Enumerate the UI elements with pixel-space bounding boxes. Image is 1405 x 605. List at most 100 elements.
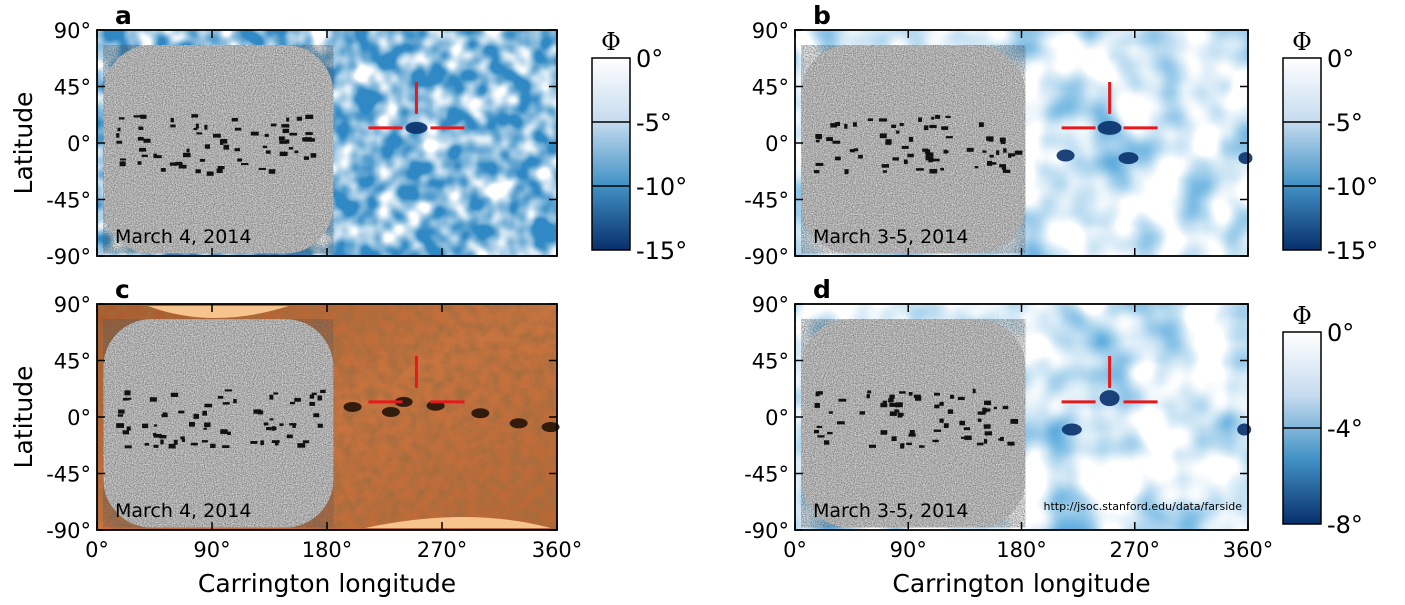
magnetogram-spot xyxy=(914,396,922,401)
colorbar-tick-label: 0° xyxy=(1327,319,1354,347)
magnetogram-spot xyxy=(149,397,157,402)
magnetogram-spot xyxy=(896,130,900,134)
farside-signal-2 xyxy=(1237,423,1252,436)
magnetogram-spot xyxy=(977,418,982,422)
magnetogram-spot xyxy=(126,426,131,431)
magnetogram-spot xyxy=(118,409,125,414)
magnetogram-spot xyxy=(925,152,934,157)
magnetogram-spot xyxy=(133,115,141,118)
magnetogram-spot xyxy=(289,401,295,405)
magnetogram-spot xyxy=(294,397,301,402)
magnetogram-spot xyxy=(1008,153,1012,158)
magnetogram-spot xyxy=(216,168,223,174)
x-tick-label: 270° xyxy=(1109,538,1160,562)
magnetogram-spot xyxy=(996,150,1000,155)
magnetogram-spot xyxy=(836,421,845,425)
magnetogram-spot xyxy=(880,430,888,435)
magnetogram-spot xyxy=(830,123,838,128)
magnetogram-spot xyxy=(983,424,991,429)
magnetogram-spot xyxy=(193,127,198,131)
magnetogram-spot xyxy=(159,434,167,439)
magnetogram-spot xyxy=(908,392,913,396)
magnetogram-spot xyxy=(931,116,935,120)
magnetogram-spot xyxy=(253,409,262,414)
magnetogram-spot xyxy=(885,140,892,145)
magnetogram-spot xyxy=(892,157,899,161)
magnetogram-spot xyxy=(880,403,888,408)
magnetogram-spot xyxy=(891,436,897,442)
magnetogram-spot xyxy=(269,394,274,400)
magnetogram-spot xyxy=(266,427,272,431)
magnetogram-spot xyxy=(859,411,865,415)
magnetogram-spot xyxy=(153,444,159,448)
magnetogram-spot xyxy=(317,395,323,401)
magnetogram-spot xyxy=(119,158,127,161)
magnetogram-spot xyxy=(237,158,243,162)
magnetogram-spot xyxy=(178,164,187,169)
magnetogram-spot xyxy=(268,169,276,174)
magnetogram-spot xyxy=(220,138,228,144)
magnetogram-spot xyxy=(309,138,315,142)
magnetogram-spot xyxy=(250,131,259,136)
magnetogram-spot xyxy=(816,425,823,429)
magnetogram-spot xyxy=(826,137,833,142)
magnetogram-spot xyxy=(814,402,820,408)
magnetogram-spot xyxy=(285,139,290,144)
colorbar-tick-label: -8° xyxy=(1327,511,1363,539)
magnetogram-spot xyxy=(117,127,121,132)
magnetogram-spot xyxy=(222,445,230,449)
magnetogram-spot xyxy=(919,445,925,448)
magnetogram-spot xyxy=(923,125,929,131)
magnetogram-spot xyxy=(899,123,904,126)
magnetogram-spot xyxy=(878,118,887,122)
magnetogram-spot xyxy=(945,150,949,154)
magnetogram-spot xyxy=(118,117,125,120)
magnetogram-spot xyxy=(143,138,151,143)
magnetogram-spot xyxy=(957,396,965,401)
magnetogram-spot xyxy=(264,133,269,137)
magnetogram-spot xyxy=(294,150,299,154)
colorbar-title: Φ xyxy=(601,28,621,56)
magnetogram-spot xyxy=(175,161,183,166)
colorbar xyxy=(1282,57,1322,251)
magnetogram-spot xyxy=(976,442,984,446)
date-label: March 3-5, 2014 xyxy=(813,226,968,248)
x-tick-label: 360° xyxy=(1223,538,1274,562)
magnetogram-spot xyxy=(879,133,887,139)
magnetogram-spot xyxy=(907,153,914,158)
magnetogram-spot xyxy=(984,400,992,406)
magnetogram-spot xyxy=(124,445,132,449)
magnetogram-spot xyxy=(160,167,166,172)
magnetogram-spot xyxy=(898,412,904,417)
y-tick-label: -90° xyxy=(744,519,789,543)
colorbar-tick-label: -5° xyxy=(636,109,672,137)
magnetogram-spot xyxy=(223,144,230,150)
y-tick-label: -90° xyxy=(46,245,91,269)
active-region-5 xyxy=(509,418,528,429)
magnetogram-spot xyxy=(1009,153,1016,157)
magnetogram-spot xyxy=(258,167,266,170)
magnetogram-spot xyxy=(894,409,899,412)
magnetogram-spot xyxy=(932,158,940,162)
magnetogram-spot xyxy=(178,410,185,414)
active-region-1 xyxy=(381,406,400,417)
magnetogram-spot xyxy=(309,394,315,399)
magnetogram-spot xyxy=(815,162,824,166)
date-label: March 4, 2014 xyxy=(115,226,251,248)
magnetogram-spot xyxy=(943,423,949,428)
colorbar-tick-label: -15° xyxy=(636,237,687,265)
magnetogram-spot xyxy=(231,117,238,122)
magnetogram-spot xyxy=(122,398,129,401)
magnetogram-spot xyxy=(182,152,191,158)
y-axis-title: Latitude xyxy=(9,366,38,469)
farside-signal-1 xyxy=(1061,423,1082,436)
magnetogram-spot xyxy=(220,429,228,434)
polar-band-north xyxy=(148,306,289,318)
magnetogram-spot xyxy=(945,136,953,139)
y-tick-label: 0° xyxy=(765,406,789,430)
magnetogram-spot xyxy=(918,117,922,122)
magnetogram-spot xyxy=(939,401,944,406)
magnetogram-spot xyxy=(959,420,966,426)
magnetogram-spot xyxy=(947,409,954,414)
magnetogram-spot xyxy=(1000,436,1004,442)
